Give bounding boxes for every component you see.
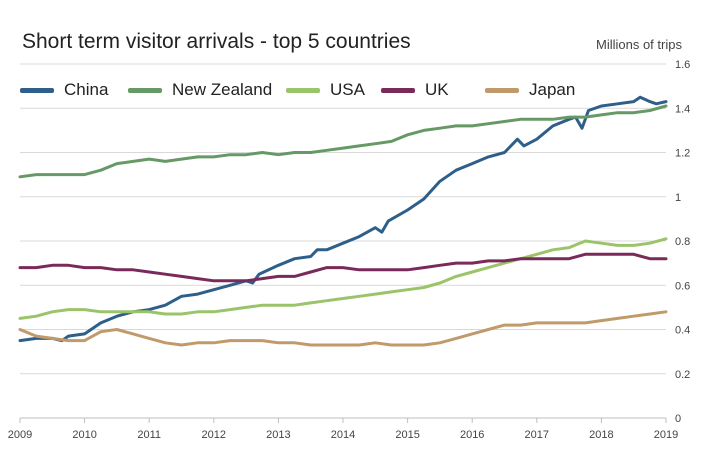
x-tick-label: 2010	[72, 429, 96, 441]
series-line-japan	[18, 310, 668, 347]
y-tick-label: 1.6	[675, 59, 690, 71]
unit-label: Millions of trips	[596, 37, 682, 52]
legend-label: Japan	[529, 80, 576, 99]
legend-swatch	[20, 87, 54, 93]
legend-label: UK	[425, 80, 449, 99]
x-tick-label: 2019	[654, 429, 678, 441]
legend-item-japan: Japan	[485, 80, 575, 100]
x-tick-label: 2018	[589, 429, 613, 441]
legend-swatch	[485, 87, 519, 93]
legend-label: USA	[330, 80, 365, 99]
y-tick-label: 0.2	[675, 369, 690, 381]
legend-item-usa: USA	[286, 80, 365, 100]
gridlines	[20, 63, 666, 375]
y-tick-label: 1	[675, 192, 681, 204]
legend-swatch	[286, 87, 320, 93]
x-tick-label: 2013	[266, 429, 290, 441]
x-tick-label: 2012	[202, 429, 226, 441]
y-tick-label: 0.6	[675, 280, 690, 292]
y-tick-label: 0.4	[675, 325, 690, 337]
legend-item-new-zealand: New Zealand	[128, 80, 272, 100]
x-tick-label: 2017	[525, 429, 549, 441]
series-line-usa	[18, 237, 668, 320]
series-line-china	[18, 95, 668, 343]
y-tick-label: 0	[675, 413, 681, 425]
chart-title: Short term visitor arrivals - top 5 coun…	[22, 30, 411, 53]
y-tick-label: 1.4	[675, 103, 690, 115]
series-line-new-zealand	[18, 104, 668, 179]
legend-label: New Zealand	[172, 80, 273, 99]
x-tick-label: 2015	[395, 429, 419, 441]
legend-swatch	[128, 87, 162, 93]
x-tick-label: 2009	[8, 429, 32, 441]
series-line-uk	[18, 252, 668, 283]
legend-item-uk: UK	[381, 80, 449, 100]
y-tick-label: 1.2	[675, 148, 690, 160]
series-lines	[18, 95, 668, 347]
x-axis: 2009 2010 2011 2012 2013 2014 2015 2016 2017 2018…	[8, 417, 678, 441]
legend-swatch	[381, 87, 415, 93]
y-axis: 0 0.2 0.4 0.6 0.8 1 1.2 1.4 1.6	[675, 59, 690, 425]
x-tick-label: 2014	[331, 429, 355, 441]
y-tick-label: 0.8	[675, 236, 690, 248]
legend-label: China	[64, 80, 109, 99]
x-tick-label: 2016	[460, 429, 484, 441]
legend: China New Zealand USA UK Japan	[20, 80, 580, 102]
x-tick-label: 2011	[137, 429, 161, 441]
legend-item-china: China	[20, 80, 108, 100]
